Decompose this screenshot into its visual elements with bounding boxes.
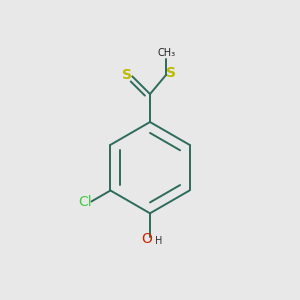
- Text: CH₃: CH₃: [157, 48, 176, 59]
- Text: Cl: Cl: [78, 194, 92, 208]
- Text: O: O: [141, 232, 152, 246]
- Text: H: H: [155, 236, 163, 246]
- Text: S: S: [167, 66, 176, 80]
- Text: S: S: [122, 68, 132, 82]
